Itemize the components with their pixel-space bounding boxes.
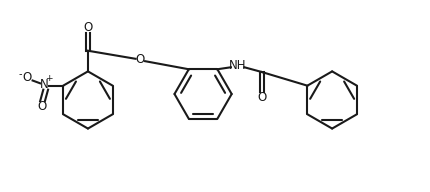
Text: NH: NH	[228, 59, 246, 72]
Text: +: +	[46, 74, 53, 84]
Text: -: -	[18, 69, 22, 79]
Text: O: O	[136, 54, 145, 66]
Text: N: N	[40, 78, 49, 91]
Text: O: O	[83, 21, 92, 34]
Text: O: O	[22, 71, 32, 84]
Text: O: O	[257, 91, 267, 103]
Text: O: O	[37, 100, 47, 113]
